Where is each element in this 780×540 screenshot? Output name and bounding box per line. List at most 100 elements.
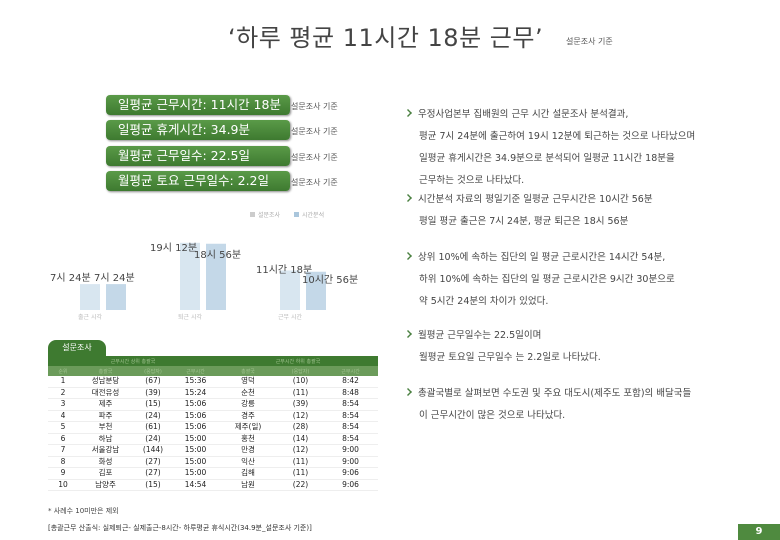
- paragraph-line: 월평균 근무일수는 22.5일이며: [404, 325, 774, 347]
- page-number: 9: [738, 524, 780, 540]
- table-row: 7 서울강남 (144) 15:00 만경 (12) 9:00: [48, 444, 378, 457]
- table-cell: 1: [48, 376, 78, 388]
- table-cell: (61): [133, 421, 173, 434]
- table-cell: 14:54: [173, 479, 218, 491]
- table-cell: (28): [278, 421, 323, 434]
- table-cell: (27): [133, 456, 173, 468]
- table-cell: 15:00: [173, 433, 218, 445]
- stat-saturday-days: 월평균 토요 근무일수: 2.2일: [106, 171, 290, 191]
- table-row: 3 제주 (15) 15:06 강릉 (39) 8:54: [48, 398, 378, 411]
- chart-bar: [206, 243, 226, 310]
- chart-bar: [280, 270, 300, 310]
- chart-bar: [180, 242, 200, 310]
- stat-rest-time: 일평균 휴게시간: 34.9분: [106, 120, 290, 140]
- label-work-survey: 11시간 18분: [256, 265, 313, 276]
- paragraph-line: 월평균 토요일 근무일수 는 2.2일로 나타났다.: [419, 352, 601, 363]
- category-label: 근무 시간: [278, 314, 302, 321]
- category-label: 퇴근 시각: [178, 314, 202, 321]
- table-cell: 제주: [78, 398, 133, 411]
- table-row: 5 부천 (61) 15:06 제주(일) (28) 8:54: [48, 421, 378, 434]
- table-cell: 8: [48, 456, 78, 468]
- chart-bar: [80, 284, 100, 310]
- legend-item: 시간분석: [294, 210, 324, 219]
- column-header: 근무시간: [173, 366, 218, 376]
- survey-tab: 설문조사: [48, 340, 106, 356]
- table-cell: 익산: [218, 456, 278, 468]
- table-cell: 남양주: [78, 479, 133, 491]
- table-cell: 10: [48, 479, 78, 491]
- table-cell: (24): [133, 410, 173, 422]
- table-cell: 15:36: [173, 376, 218, 388]
- table-cell: 대전유성: [78, 387, 133, 399]
- stat-note: 설문조사 기준: [291, 102, 338, 111]
- table-cell: 9:00: [323, 456, 378, 468]
- column-header: (응답자): [278, 366, 323, 376]
- table-cell: (22): [278, 479, 323, 491]
- label-arrive-timestudy: 7시 24분: [94, 273, 135, 284]
- table-cell: (12): [278, 444, 323, 457]
- table-cell: 성남분당: [78, 376, 133, 388]
- paragraph-line: 평균 7시 24분에 출근하여 19시 12분에 퇴근하는 것으로 나타났으며: [419, 131, 696, 142]
- table-cell: 15:00: [173, 444, 218, 457]
- table-cell: (144): [133, 444, 173, 457]
- label-leave-survey: 19시 12분: [150, 243, 198, 254]
- ranking-table: 근무시간 상위 총괄국 근무시간 하위 총괄국 순위 총괄국 (응답자) 근무시…: [48, 356, 378, 491]
- stat-note: 설문조사 기준: [291, 153, 338, 162]
- paragraph-line: 평일 평균 출근은 7시 24분, 평균 퇴근은 18시 56분: [419, 216, 629, 227]
- table-row: 10 남양주 (15) 14:54 남원 (22) 9:06: [48, 479, 378, 491]
- stat-note: 설문조사 기준: [291, 178, 338, 187]
- column-header: 총괄국: [218, 366, 278, 376]
- chart-bar: [306, 271, 326, 310]
- table-cell: 2: [48, 387, 78, 399]
- category-label: 출근 시각: [78, 314, 102, 321]
- table-cell: 9: [48, 467, 78, 480]
- table-cell: 9:06: [323, 479, 378, 491]
- table-cell: 6: [48, 433, 78, 445]
- table-cell: (27): [133, 467, 173, 480]
- table-cell: 강릉: [218, 398, 278, 411]
- source-formula: [총괄근무 산출식: 실제퇴근- 실제출근-8시간- 하루평균 휴식시간(34.…: [48, 524, 312, 532]
- table-cell: 7: [48, 444, 78, 457]
- table-cell: 15:06: [173, 410, 218, 422]
- table-cell: (39): [133, 387, 173, 399]
- table-cell: 4: [48, 410, 78, 422]
- table-cell: 홍천: [218, 433, 278, 445]
- paragraph-line: 총괄국별로 살펴보면 수도권 및 주요 대도시(제주도 포함)의 배달국들: [404, 383, 774, 405]
- label-leave-timestudy: 18시 56분: [194, 250, 242, 261]
- chevron-right-icon: [404, 252, 412, 260]
- legend-swatch: [250, 212, 255, 217]
- table-row: 6 하남 (24) 15:00 홍천 (14) 8:54: [48, 433, 378, 445]
- column-header: 순위: [48, 366, 78, 376]
- table-cell: 3: [48, 398, 78, 411]
- chart-legend: 설문조사 시간분석: [250, 210, 336, 219]
- legend-item: 설문조사: [250, 210, 280, 219]
- paragraph-line: 상위 10%에 속하는 집단의 일 평균 근로시간은 14시간 54분,: [404, 247, 774, 269]
- table-cell: (11): [278, 387, 323, 399]
- table-cell: 김포: [78, 467, 133, 480]
- table-cell: (39): [278, 398, 323, 411]
- stat-work-days: 월평균 근무일수: 22.5일: [106, 146, 290, 166]
- paragraph-line: 하위 10%에 속하는 집단의 일 평균 근로시간은 9시간 30분으로: [419, 274, 675, 285]
- column-header: 근무시간: [323, 366, 378, 376]
- chevron-right-icon: [404, 388, 412, 396]
- paragraph-line: 우정사업본부 집배원의 근무 시간 설문조사 분석결과,: [404, 104, 774, 126]
- table-cell: 파주: [78, 410, 133, 422]
- table-cell: (11): [278, 467, 323, 480]
- table-cell: 하남: [78, 433, 133, 445]
- paragraph-line: 근무하는 것으로 나타났다.: [419, 175, 525, 186]
- table-cell: 15:24: [173, 387, 218, 399]
- table-cell: (11): [278, 456, 323, 468]
- table-cell: 9:06: [323, 467, 378, 480]
- table-row: 2 대전유성 (39) 15:24 순천 (11) 8:48: [48, 387, 378, 399]
- paragraph-line: 일평균 휴게시간은 34.9분으로 분석되어 일평균 11시간 18분을: [419, 153, 675, 164]
- table-cell: 순천: [218, 387, 278, 399]
- table-group-header: 근무시간 상위 총괄국: [48, 356, 218, 366]
- table-cell: (15): [133, 398, 173, 411]
- table-cell: 8:54: [323, 410, 378, 422]
- label-work-timestudy: 10시간 56분: [302, 275, 359, 286]
- table-cell: (15): [133, 479, 173, 491]
- table-row: 9 김포 (27) 15:00 김해 (11) 9:06: [48, 467, 378, 480]
- label-arrive-survey: 7시 24분: [50, 273, 91, 284]
- footnote: * 사례수 10미만은 제외: [48, 507, 119, 515]
- stat-note: 설문조사 기준: [291, 127, 338, 136]
